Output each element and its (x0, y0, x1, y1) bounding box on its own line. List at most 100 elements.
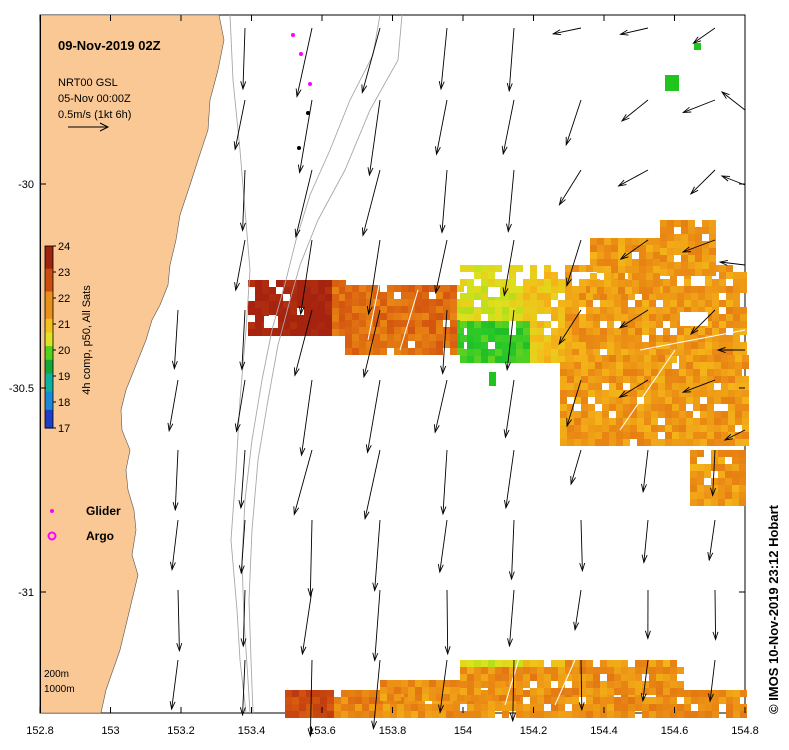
sst-cell (695, 269, 702, 276)
sst-cell (537, 342, 544, 349)
current-arrow (361, 169, 381, 237)
sst-cell (712, 321, 719, 328)
current-arrow (558, 309, 582, 346)
sst-cell (551, 342, 558, 349)
sst-cell (607, 711, 614, 718)
sst-cell (450, 334, 457, 341)
sst-cell (721, 411, 728, 418)
sst-cell (595, 390, 602, 397)
sst-cell (574, 425, 581, 432)
sst-cell (408, 348, 415, 355)
sst-cell (297, 287, 304, 294)
sst-cell (495, 342, 502, 349)
sst-cell (359, 292, 366, 299)
sst-cell (607, 314, 614, 321)
sst-cell (702, 241, 709, 248)
sst-cell (732, 478, 739, 485)
sst-cell (714, 432, 721, 439)
sst-cell (506, 694, 513, 701)
sst-cell (700, 383, 707, 390)
glider-point (291, 33, 295, 37)
sst-cell (572, 307, 579, 314)
sst-cell (600, 335, 607, 342)
sst-cell (642, 667, 649, 674)
sst-cell (387, 299, 394, 306)
sst-cell (567, 355, 574, 362)
sst-cell (579, 321, 586, 328)
sst-cell (691, 335, 698, 342)
sst-cell (658, 355, 665, 362)
sst-cell (352, 341, 359, 348)
sst-cell (632, 259, 639, 266)
sst-cell (345, 341, 352, 348)
sst-cell (618, 280, 625, 287)
sst-cell (530, 674, 537, 681)
current-arrow (372, 519, 381, 592)
sst-cell (726, 704, 733, 711)
sst-cell (663, 704, 670, 711)
sst-cell (698, 286, 705, 293)
sst-cell (621, 681, 628, 688)
sst-cell (635, 307, 642, 314)
sst-cell (429, 341, 436, 348)
sst-cell (467, 674, 474, 681)
sst-cell (621, 660, 628, 667)
sst-cell (394, 694, 401, 701)
sst-cell (446, 711, 453, 718)
sst-cell (660, 269, 667, 276)
sst-cell (707, 369, 714, 376)
sst-cell (558, 660, 565, 667)
sst-cell (602, 418, 609, 425)
sst-cell (616, 355, 623, 362)
sst-cell (408, 327, 415, 334)
sst-cell (658, 390, 665, 397)
sst-cell (649, 321, 656, 328)
sst-cell (614, 328, 621, 335)
sst-cell (567, 383, 574, 390)
sst-cell (297, 315, 304, 322)
sst-cell (698, 307, 705, 314)
sst-cell (651, 355, 658, 362)
sst-cell (443, 334, 450, 341)
sst-cell (639, 238, 646, 245)
sst-cell (572, 321, 579, 328)
sst-cell (614, 300, 621, 307)
sst-cell (560, 439, 567, 446)
sst-cell (698, 328, 705, 335)
sst-cell (304, 287, 311, 294)
sst-cell (595, 376, 602, 383)
sst-cell (593, 667, 600, 674)
sst-cell (709, 227, 716, 234)
sst-cell (588, 355, 595, 362)
sst-cell (712, 300, 719, 307)
sst-cell (607, 321, 614, 328)
sst-cell (474, 681, 481, 688)
isobath-label: 1000m (44, 684, 75, 695)
current-arrow (505, 309, 515, 372)
sst-cell (691, 711, 698, 718)
sst-cell (593, 335, 600, 342)
sst-cell (712, 314, 719, 321)
sst-cell (735, 404, 742, 411)
sst-cell (581, 397, 588, 404)
sst-cell (474, 704, 481, 711)
sst-cell (614, 681, 621, 688)
sst-cell (460, 300, 467, 307)
sst-cell (714, 355, 721, 362)
sst-cell (621, 300, 628, 307)
sst-cell (588, 362, 595, 369)
sst-cell (558, 335, 565, 342)
sst-cell (572, 335, 579, 342)
sst-cell (443, 327, 450, 334)
sst-cell (495, 335, 502, 342)
sst-cell (698, 300, 705, 307)
sst-cell (558, 681, 565, 688)
sst-cell (607, 674, 614, 681)
sst-cell (359, 341, 366, 348)
sst-cell (387, 327, 394, 334)
sst-cell (707, 355, 714, 362)
sst-cell (637, 418, 644, 425)
sst-cell (728, 411, 735, 418)
sst-cell (460, 356, 467, 363)
sst-cell (581, 439, 588, 446)
